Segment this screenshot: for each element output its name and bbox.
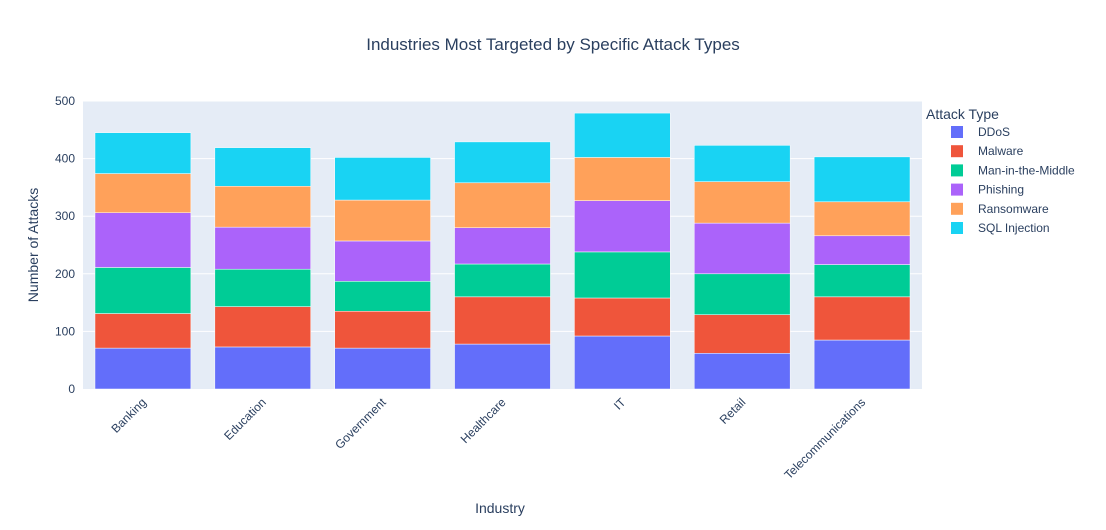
- bar-segment: [94, 313, 192, 349]
- bar-segment: [94, 347, 192, 390]
- bar-segment: [334, 240, 431, 282]
- legend-swatch: [951, 183, 963, 196]
- legend-label: Man-in-the-Middle: [978, 163, 1075, 177]
- bar-segment: [694, 181, 791, 224]
- bar-segment: [694, 353, 791, 390]
- legend-title: Attack Type: [926, 106, 999, 122]
- y-tick-label: 400: [55, 152, 75, 166]
- y-tick-label: 0: [68, 382, 75, 396]
- legend-item[interactable]: DDoS: [951, 125, 1010, 139]
- bar-segment: [454, 296, 551, 345]
- bar-segment: [574, 297, 671, 337]
- legend: Attack Type DDoS Malware Man-in-the-Middle…: [926, 106, 1075, 235]
- chart-title: Industries Most Targeted by Specific Att…: [366, 35, 740, 54]
- legend-item[interactable]: Ransomware: [951, 202, 1049, 216]
- legend-item[interactable]: SQL Injection: [951, 221, 1050, 235]
- bar-segment: [813, 264, 911, 298]
- bar-segment: [813, 235, 911, 265]
- y-tick-label: 100: [55, 324, 75, 338]
- bar-segment: [214, 306, 311, 348]
- bar-segment: [694, 273, 791, 315]
- bar-segment: [454, 343, 551, 390]
- legend-swatch: [951, 222, 963, 234]
- legend-label: Ransomware: [978, 202, 1049, 216]
- bar-segment: [694, 145, 791, 182]
- bar-segment: [694, 222, 791, 275]
- legend-label: Phishing: [978, 183, 1024, 197]
- bar-segment: [94, 132, 192, 174]
- bar-segment: [574, 200, 671, 253]
- legend-item[interactable]: Man-in-the-Middle: [951, 163, 1075, 177]
- bar-segment: [813, 156, 911, 203]
- bar-segment: [334, 199, 431, 242]
- legend-item[interactable]: Malware: [951, 144, 1024, 158]
- legend-label: SQL Injection: [978, 221, 1050, 235]
- bar-segment: [574, 157, 671, 201]
- legend-swatch: [951, 202, 963, 215]
- bar-segment: [813, 296, 911, 341]
- bar-segment: [813, 339, 911, 390]
- bar-segment: [454, 182, 551, 228]
- y-tick-label: 300: [55, 209, 75, 223]
- bar-segment: [214, 268, 311, 307]
- y-tick-label: 200: [55, 267, 75, 281]
- bar-segment: [214, 185, 311, 228]
- y-axis-ticks: 0 100 200 300 400 500: [55, 94, 75, 396]
- bar-segment: [454, 263, 551, 298]
- legend-items: DDoS Malware Man-in-the-Middle Phishing Rans…: [951, 125, 1075, 235]
- legend-item[interactable]: Phishing: [951, 183, 1024, 197]
- bar-segment: [574, 335, 671, 390]
- y-axis-label: Number of Attacks: [25, 188, 41, 302]
- legend-swatch: [951, 145, 963, 158]
- bar-segment: [334, 347, 431, 390]
- bar-segment: [94, 173, 192, 213]
- bar-segment: [214, 346, 311, 390]
- legend-label: Malware: [978, 144, 1024, 158]
- bar-segment: [94, 212, 192, 268]
- bar-segment: [334, 281, 431, 312]
- x-axis-label: Industry: [475, 500, 525, 516]
- bar-segment: [454, 141, 551, 184]
- legend-swatch: [951, 126, 963, 138]
- bar-segment: [334, 157, 431, 201]
- bar-segment: [454, 227, 551, 265]
- bar-segment: [574, 251, 671, 299]
- bar-segment: [694, 314, 791, 354]
- legend-label: DDoS: [978, 125, 1010, 139]
- bar-segment: [813, 201, 911, 237]
- bar-segment: [214, 226, 311, 270]
- bar-segment: [574, 112, 671, 158]
- legend-swatch: [951, 164, 963, 177]
- bar-segment: [334, 310, 431, 349]
- bars: [94, 112, 911, 390]
- bar-segment: [214, 147, 311, 187]
- bar-segment: [94, 267, 192, 314]
- y-tick-label: 500: [55, 94, 75, 108]
